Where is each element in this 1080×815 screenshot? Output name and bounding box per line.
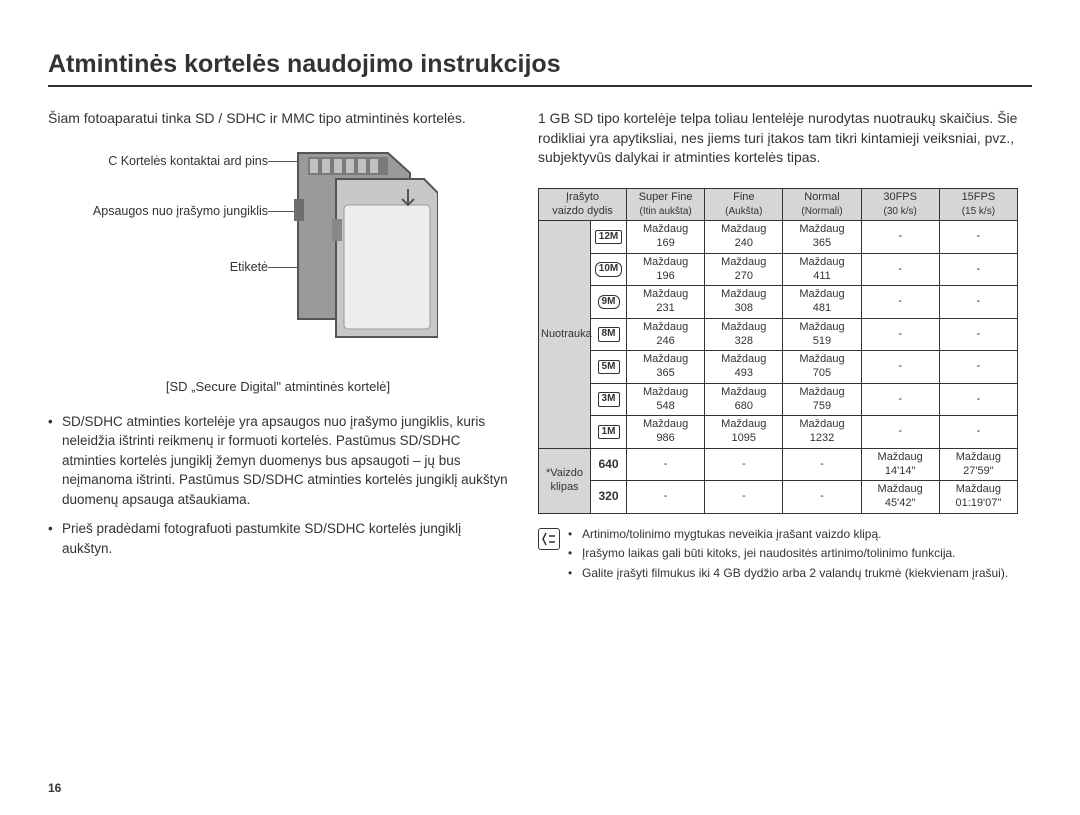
sd-card-icon [278, 149, 438, 339]
cell-dash: - [861, 221, 939, 254]
cell-value: Maždaug196 [627, 253, 705, 286]
cell-value: Maždaug493 [705, 351, 783, 384]
left-bullets: SD/SDHC atminties kortelėje yra apsaugos… [48, 412, 508, 559]
cell-dash: - [861, 383, 939, 416]
cell-value: Maždaug45'42" [861, 481, 939, 514]
cell-value: Maždaug705 [783, 351, 861, 384]
rowgroup-photo: Nuotrauka [539, 221, 591, 449]
cell-value: Maždaug328 [705, 318, 783, 351]
video-size: 320 [598, 489, 618, 503]
video-size: 640 [598, 457, 618, 471]
cell-value: Maždaug27'59" [939, 448, 1017, 481]
rowgroup-video: *Vaizdo klipas [539, 448, 591, 513]
cell-dash: - [861, 253, 939, 286]
th-30fps: 30FPS(30 k/s) [861, 188, 939, 221]
cell-value: Maždaug169 [627, 221, 705, 254]
cell-dash: - [861, 416, 939, 449]
cell-dash: - [939, 286, 1017, 319]
label-switch: Apsaugos nuo įrašymo jungiklis [68, 203, 268, 219]
cell-value: Maždaug759 [783, 383, 861, 416]
cell-value: Maždaug1095 [705, 416, 783, 449]
cell-value: Maždaug548 [627, 383, 705, 416]
size-badge: 5M [598, 360, 620, 375]
cell-dash: - [939, 351, 1017, 384]
cell-value: Maždaug01:19'07" [939, 481, 1017, 514]
size-badge: 8M [598, 327, 620, 342]
cell-dash: - [627, 481, 705, 514]
bullet-item: SD/SDHC atminties kortelėje yra apsaugos… [62, 412, 508, 510]
size-badge: 9M [598, 295, 620, 310]
size-badge: 1M [598, 425, 620, 440]
note-box: Artinimo/tolinimo mygtukas neveikia įraš… [538, 526, 1018, 584]
th-fine: Fine(Aukšta) [705, 188, 783, 221]
cell-dash: - [939, 253, 1017, 286]
cell-value: Maždaug411 [783, 253, 861, 286]
cell-dash: - [783, 448, 861, 481]
cell-value: Maždaug519 [783, 318, 861, 351]
right-intro: 1 GB SD tipo kortelėje telpa toliau lent… [538, 109, 1018, 168]
th-normal: Normal(Normali) [783, 188, 861, 221]
cell-dash: - [939, 416, 1017, 449]
cell-value: Maždaug270 [705, 253, 783, 286]
cell-dash: - [939, 221, 1017, 254]
cell-value: Maždaug246 [627, 318, 705, 351]
cell-dash: - [705, 481, 783, 514]
cell-value: Maždaug481 [783, 286, 861, 319]
cell-dash: - [939, 318, 1017, 351]
cell-value: Maždaug365 [627, 351, 705, 384]
diagram-caption: [SD „Secure Digital" atmintinės kortelė] [48, 379, 508, 394]
cell-value: Maždaug986 [627, 416, 705, 449]
sd-card-diagram: C Kortelės kontaktai ard pins Apsaugos n… [48, 149, 508, 369]
cell-value: Maždaug308 [705, 286, 783, 319]
cell-value: Maždaug1232 [783, 416, 861, 449]
cell-dash: - [861, 318, 939, 351]
cell-value: Maždaug14'14" [861, 448, 939, 481]
cell-value: Maždaug365 [783, 221, 861, 254]
left-intro: Šiam fotoaparatui tinka SD / SDHC ir MMC… [48, 109, 508, 129]
page-number: 16 [48, 781, 61, 795]
cell-dash: - [861, 286, 939, 319]
capacity-table: Įrašyto vaizdo dydis Super Fine(Itin auk… [538, 188, 1018, 514]
th-size: Įrašyto vaizdo dydis [539, 188, 627, 221]
size-badge: 10M [595, 262, 622, 277]
size-badge: 3M [598, 392, 620, 407]
cell-value: Maždaug240 [705, 221, 783, 254]
bullet-item: Prieš pradėdami fotografuoti pastumkite … [62, 519, 508, 558]
note-icon [538, 528, 560, 550]
cell-dash: - [627, 448, 705, 481]
note-item: Artinimo/tolinimo mygtukas neveikia įraš… [582, 526, 1008, 543]
cell-dash: - [861, 351, 939, 384]
cell-value: Maždaug680 [705, 383, 783, 416]
note-item: Galite įrašyti filmukus iki 4 GB dydžio … [582, 565, 1008, 582]
cell-dash: - [783, 481, 861, 514]
cell-dash: - [939, 383, 1017, 416]
label-contacts: C Kortelės kontaktai ard pins [68, 153, 268, 169]
note-item: Įrašymo laikas gali būti kitoks, jei nau… [582, 545, 1008, 562]
page-title: Atmintinės kortelės naudojimo instrukcij… [48, 50, 1032, 87]
th-superfine: Super Fine(Itin aukšta) [627, 188, 705, 221]
cell-dash: - [705, 448, 783, 481]
size-badge: 12M [595, 230, 622, 245]
cell-value: Maždaug231 [627, 286, 705, 319]
th-15fps: 15FPS(15 k/s) [939, 188, 1017, 221]
label-etikete: Etiketė [108, 259, 268, 275]
